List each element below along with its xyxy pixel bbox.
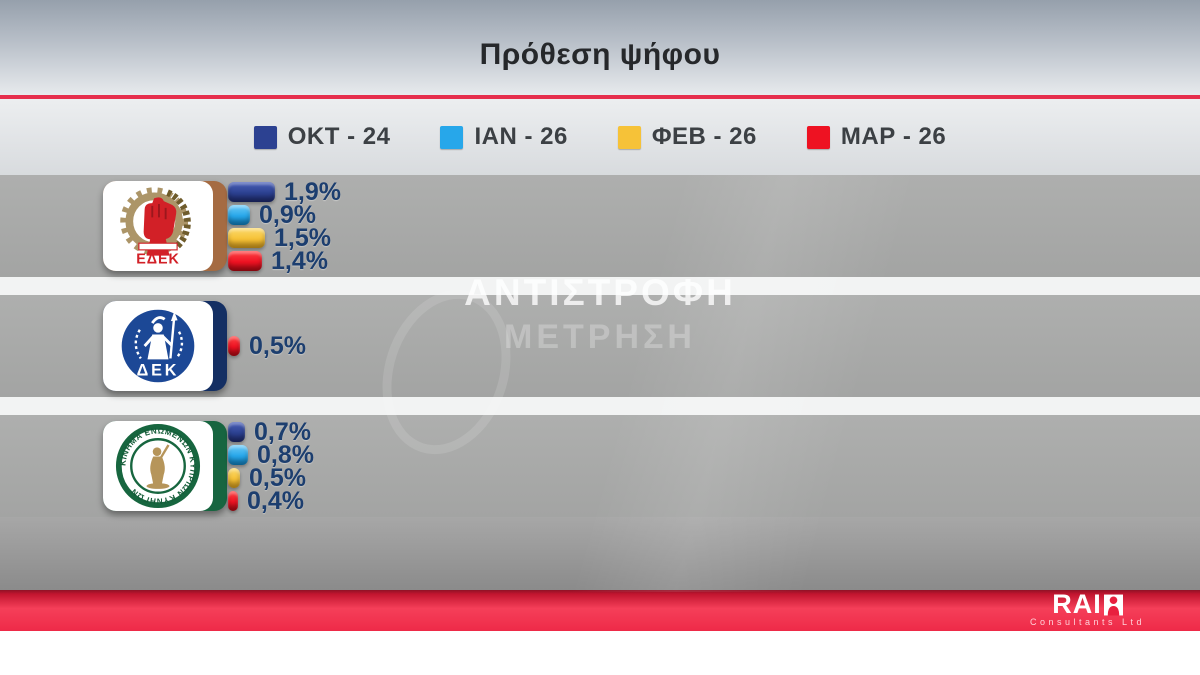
edek-logo-card: ΕΔΕΚ (103, 181, 227, 271)
dek-bars: 0,5% (228, 295, 306, 397)
dek-label: ΔΕΚ (137, 362, 180, 380)
dek-party-logo-icon: ΔΕΚ (103, 301, 213, 391)
bar-value-label: 0,5% (249, 332, 306, 360)
dek-logo-card: ΔΕΚ (103, 301, 227, 391)
legend-color-swatch (440, 125, 464, 149)
bar (228, 421, 245, 442)
legend-item: ΦΕΒ - 26 (617, 123, 757, 151)
bar (228, 181, 275, 202)
legend-color-swatch (617, 125, 641, 149)
bar-row: 0,9% (228, 200, 341, 229)
bar-row: 1,9% (228, 177, 341, 206)
legend-color-swatch (806, 125, 830, 149)
rai-brand-text: RAI (1052, 589, 1102, 619)
hunters-bars: 0,7% 0,8% 0,5% 0,4% (228, 415, 314, 517)
legend-item: ΜΑΡ - 26 (806, 123, 947, 151)
legend-label: ΟΚΤ - 24 (287, 123, 391, 150)
edek-party-logo-icon: ΕΔΕΚ (103, 181, 213, 271)
hunters-party-logo-icon: ΚΙΝΗΜΑ ΕΝΩΜΕΝΩΝ ΚΥΠΡΙΩΝ ΚΥΝΗΓΩΝ (103, 421, 213, 511)
bar-row: 0,8% (228, 440, 314, 469)
bar-value-label: 0,8% (257, 440, 314, 469)
row-band-empty (0, 517, 1200, 592)
bar-value-label: 0,9% (259, 200, 316, 229)
edek-label: ΕΔΕΚ (136, 251, 180, 267)
footer-bar (0, 590, 1200, 631)
header: Πρόθεση ψήφου (0, 0, 1200, 99)
bar (228, 336, 240, 356)
bar-row: 0,7% (228, 417, 314, 446)
footer-white-strip (0, 631, 1200, 675)
page-title: Πρόθεση ψήφου (479, 38, 721, 71)
bar-row: 0,4% (228, 486, 314, 515)
party-row-dek: ΔΕΚ 0,5% (0, 295, 1200, 397)
legend: ΟΚΤ - 24 ΙΑΝ - 26 ΦΕΒ - 26 ΜΑΡ - 26 (0, 99, 1200, 175)
hunters-logo-card: ΚΙΝΗΜΑ ΕΝΩΜΕΝΩΝ ΚΥΠΡΙΩΝ ΚΥΝΗΓΩΝ (103, 421, 227, 511)
bar-value-label: 0,5% (249, 463, 306, 492)
rai-consultants-logo: RAI Consultants Ltd (1029, 589, 1145, 628)
rai-brand-subtext: Consultants Ltd (1029, 617, 1145, 627)
bar (228, 250, 262, 271)
bar-row: 0,5% (228, 332, 306, 360)
legend-item: ΟΚΤ - 24 (253, 123, 391, 151)
legend-item: ΙΑΝ - 26 (440, 123, 567, 151)
bar-value-label: 1,9% (284, 177, 341, 206)
bar-value-label: 0,4% (247, 486, 304, 515)
bar (228, 227, 265, 248)
legend-label: ΙΑΝ - 26 (474, 123, 568, 150)
legend-label: ΦΕΒ - 26 (651, 123, 757, 150)
bar (228, 490, 238, 511)
bar-row: 1,4% (228, 246, 341, 275)
person-silhouette-icon (1103, 594, 1123, 616)
bar-value-label: 0,7% (254, 417, 311, 446)
edek-bars: 1,9% 0,9% 1,5% 1,4% (228, 175, 341, 277)
bar (228, 467, 240, 488)
legend-color-swatch (253, 125, 277, 149)
legend-label: ΜΑΡ - 26 (840, 123, 947, 150)
bar-row: 0,5% (228, 463, 314, 492)
party-row-edek: ΕΔΕΚ 1,9% 0,9% 1,5% 1,4% (0, 175, 1200, 277)
bar-value-label: 1,5% (274, 223, 331, 252)
bar-value-label: 1,4% (271, 246, 328, 275)
bar-row: 1,5% (228, 223, 341, 252)
bar (228, 204, 250, 225)
bar (228, 444, 248, 465)
party-row-hunters: ΚΙΝΗΜΑ ΕΝΩΜΕΝΩΝ ΚΥΠΡΙΩΝ ΚΥΝΗΓΩΝ 0,7% 0,8… (0, 415, 1200, 517)
